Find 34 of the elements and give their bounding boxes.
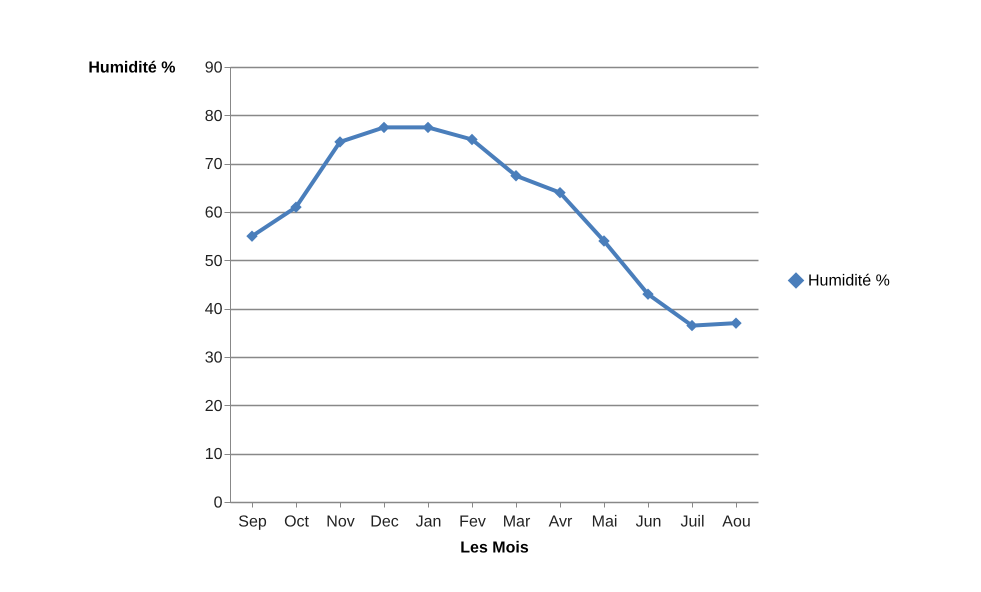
x-tick-label: Jan xyxy=(416,514,442,530)
y-tick-label: 90 xyxy=(204,60,223,76)
y-tick-label: 0 xyxy=(214,494,223,512)
y-tick-label: 20 xyxy=(204,398,223,415)
y-tick-label: 60 xyxy=(204,204,223,222)
y-tick-label: 80 xyxy=(204,108,223,125)
x-tick-label: Nov xyxy=(326,514,355,530)
point xyxy=(290,201,302,213)
x-tick-label: Aou xyxy=(722,514,751,530)
x-tick-label: Jun xyxy=(636,514,662,530)
x-axis-title: Les Mois xyxy=(460,540,529,556)
x-tick-label: Mar xyxy=(502,514,531,530)
point xyxy=(686,320,698,332)
point xyxy=(466,134,478,146)
x-tick-label: Mai xyxy=(592,514,618,530)
point xyxy=(510,170,522,182)
x-tick-label: Avr xyxy=(548,514,574,530)
y-axis-title: Humidité % xyxy=(88,60,176,76)
y-tick-label: 40 xyxy=(204,301,223,318)
x-tick-label: Oct xyxy=(284,514,310,530)
x-tick-label: Sep xyxy=(238,514,267,530)
point xyxy=(334,136,346,148)
point xyxy=(642,288,654,300)
x-tick-label: Juil xyxy=(680,514,705,530)
x-tick-label: Fev xyxy=(459,514,486,530)
x-tick-label: Dec xyxy=(370,514,399,530)
y-tick-label: 70 xyxy=(204,156,223,174)
y-tick-label: 10 xyxy=(204,446,223,464)
point xyxy=(246,230,258,242)
legend-label: Humidité % xyxy=(808,272,890,290)
y-tick-label: 30 xyxy=(204,350,223,366)
y-tick-label: 50 xyxy=(204,252,223,270)
point xyxy=(598,235,610,247)
point xyxy=(554,186,566,198)
